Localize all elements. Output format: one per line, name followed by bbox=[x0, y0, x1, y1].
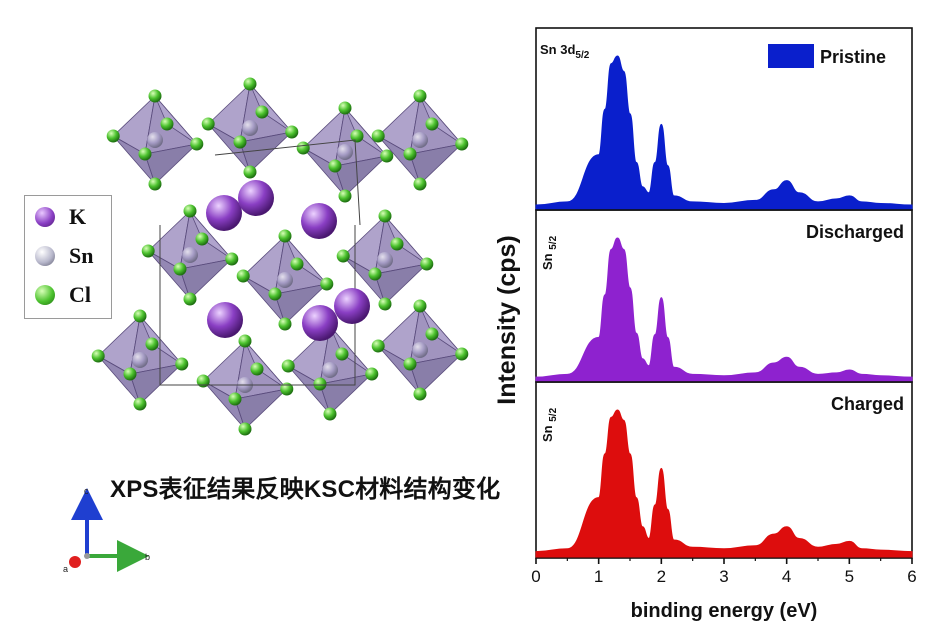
spectra-panels: Sn 3d5/2 Pristine Sn 5/2 Discharged Sn 5/2 Ch… bbox=[535, 27, 913, 559]
caption-text: XPS表征结果反映KSC材料结构变化 bbox=[110, 476, 501, 503]
axes-origin bbox=[84, 553, 90, 559]
x-axis: 0 1 2 3 4 5 6 bbox=[531, 558, 917, 586]
x-axis-title: binding energy (eV) bbox=[631, 600, 818, 622]
legend-label-k: K bbox=[69, 204, 87, 229]
k-atom bbox=[302, 305, 338, 341]
x-tick-label: 2 bbox=[657, 567, 666, 586]
k-atom-icon bbox=[35, 207, 55, 227]
x-tick-label: 4 bbox=[782, 567, 791, 586]
spectrum-area-discharged bbox=[535, 237, 913, 382]
crystal-structure-illustration bbox=[91, 77, 469, 436]
panel-pristine: Sn 3d5/2 Pristine bbox=[535, 27, 913, 211]
x-tick-label: 6 bbox=[907, 567, 916, 586]
cl-atom-icon bbox=[35, 285, 55, 305]
octahedron bbox=[281, 319, 379, 421]
legend-item-cl: Cl bbox=[35, 280, 91, 310]
legend-label-sn: Sn bbox=[69, 243, 94, 268]
y-axis-title: Intensity (cps) bbox=[493, 235, 521, 404]
legend-item-k: K bbox=[35, 202, 86, 232]
panel-label-discharged: Discharged bbox=[806, 222, 904, 242]
panel-discharged: Sn 5/2 Discharged bbox=[535, 209, 913, 383]
x-tick-label: 5 bbox=[845, 567, 854, 586]
peak-label: Sn 5/2 bbox=[540, 407, 559, 442]
octahedron bbox=[201, 77, 299, 179]
spectrum-area-pristine bbox=[535, 55, 913, 210]
unit-cell-outline bbox=[214, 139, 361, 226]
c-axis-label: c bbox=[84, 486, 89, 496]
a-axis-label: a bbox=[63, 564, 68, 574]
x-tick-label: 3 bbox=[719, 567, 728, 586]
legend-item-sn: Sn bbox=[35, 241, 93, 271]
sn-atom-icon bbox=[35, 246, 55, 266]
octahedron bbox=[236, 229, 334, 331]
legend-swatch-pristine bbox=[768, 44, 814, 68]
k-atom bbox=[238, 180, 274, 216]
atom-legend: K Sn Cl bbox=[24, 195, 112, 319]
a-axis-dot bbox=[69, 556, 81, 568]
crystal-axes-icon: c b a bbox=[63, 486, 150, 574]
legend-entry-pristine: Pristine bbox=[820, 47, 886, 67]
octahedron bbox=[91, 309, 189, 411]
octahedron bbox=[106, 89, 204, 191]
peak-label: Sn 3d5/2 bbox=[540, 42, 590, 61]
octahedron bbox=[371, 89, 469, 191]
panel-label-charged: Charged bbox=[831, 394, 904, 414]
panel-charged: Sn 5/2 Charged bbox=[535, 381, 913, 559]
k-atom bbox=[206, 195, 242, 231]
octahedron bbox=[141, 204, 239, 306]
b-axis-label: b bbox=[145, 552, 150, 562]
k-atom bbox=[334, 288, 370, 324]
octahedron bbox=[336, 209, 434, 311]
k-atom bbox=[207, 302, 243, 338]
spectrum-area-charged bbox=[535, 409, 913, 558]
xps-spectra-chart: Intensity (cps) Sn 3d5/2 Pristine Sn 5/2 Di… bbox=[493, 27, 917, 622]
legend-label-cl: Cl bbox=[69, 282, 91, 307]
x-tick-label: 0 bbox=[531, 567, 540, 586]
octahedron bbox=[371, 299, 469, 401]
peak-label: Sn 5/2 bbox=[540, 235, 559, 270]
octahedron bbox=[296, 101, 394, 203]
x-tick-label: 1 bbox=[594, 567, 603, 586]
k-atom bbox=[301, 203, 337, 239]
